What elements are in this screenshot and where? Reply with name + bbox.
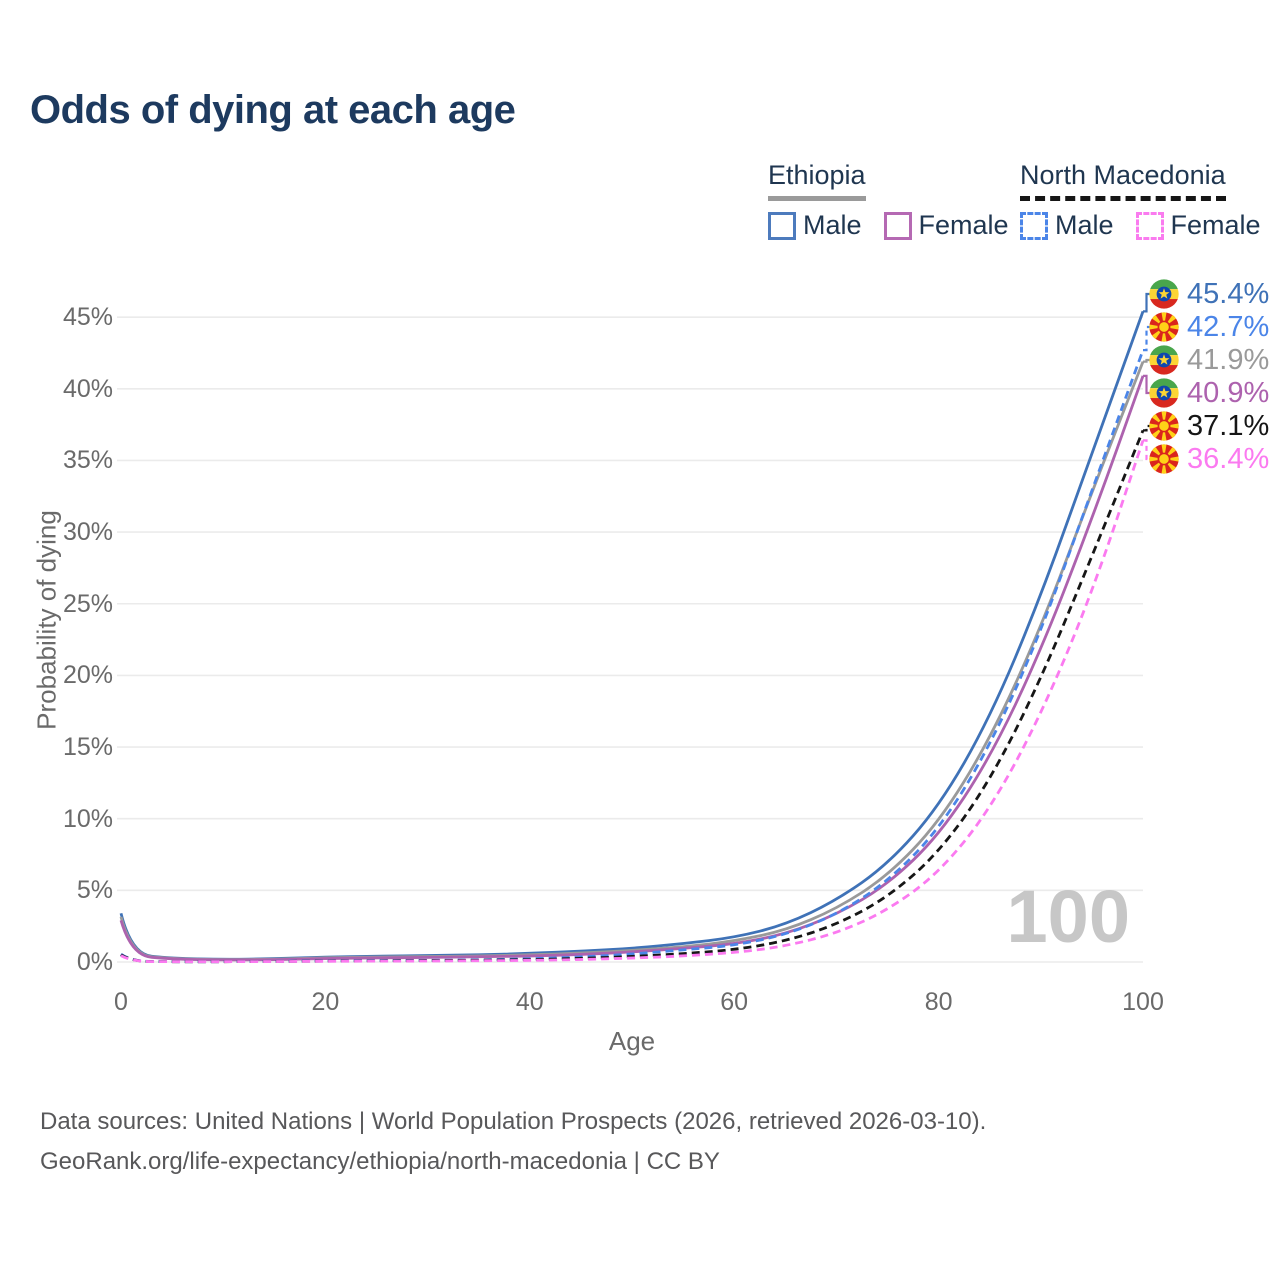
legend-swatch-icon (768, 211, 796, 240)
end-label-value: 40.9% (1187, 376, 1270, 409)
leader-line-ethiopia-male (1143, 292, 1150, 313)
x-tick-label: 20 (311, 988, 340, 1016)
x-tick-label: 0 (114, 988, 128, 1016)
legend-items-ethiopia: Male Female (768, 210, 1023, 241)
legend-item-label: Female (1170, 210, 1261, 240)
north-macedonia-flag-icon (1149, 444, 1179, 474)
legend-item-male[interactable]: Male (768, 210, 862, 241)
end-label-value: 45.4% (1187, 277, 1270, 310)
ethiopia-flag-icon (1149, 345, 1179, 375)
legend-item-label: Female (918, 210, 1009, 240)
legend-swatch-icon (1020, 211, 1048, 240)
series-line-ethiopia-both-sexes (119, 361, 1145, 961)
legend-items-north-macedonia: Male Female (1020, 210, 1275, 241)
end-label-value: 37.1% (1187, 409, 1270, 442)
ethiopia-flag-icon (1149, 378, 1179, 408)
series-line-ethiopia-male (119, 310, 1145, 961)
y-tick-label: 20% (62, 661, 113, 690)
legend-item-male[interactable]: Male (1020, 210, 1114, 241)
ethiopia-flag-icon (1149, 279, 1179, 309)
source-line-1: Data sources: United Nations | World Pop… (40, 1108, 987, 1135)
end-label-row-north-macedonia-female: 36.4% (1149, 443, 1269, 475)
north-macedonia-flag-icon (1149, 411, 1179, 441)
x-axis-title: Age (608, 1026, 656, 1056)
x-tick-label: 80 (924, 988, 953, 1016)
y-tick-label: 30% (62, 518, 113, 547)
legend-item-label: Male (1055, 210, 1114, 240)
y-tick-label: 15% (62, 733, 113, 762)
legend-group-north-macedonia: North Macedonia Male Female (1020, 160, 1275, 241)
x-tick-label: 100 (1122, 988, 1164, 1016)
y-tick-label: 35% (62, 446, 113, 475)
y-tick-label: 0% (76, 948, 113, 976)
y-tick-label: 5% (76, 876, 113, 905)
legend-item-female[interactable]: Female (1135, 210, 1261, 241)
leader-line-ethiopia-female (1143, 374, 1150, 395)
legend-swatch-icon (883, 211, 912, 240)
series-line-ethiopia-female (119, 375, 1145, 962)
end-label-row-ethiopia-female: 40.9% (1149, 377, 1269, 409)
legend-heading-north-macedonia: North Macedonia (1020, 160, 1226, 201)
y-tick-label: 45% (62, 303, 113, 332)
page-title: Odds of dying at each age (30, 88, 516, 132)
y-tick-label: 10% (62, 804, 113, 833)
hover-age-watermark: 100 (1006, 875, 1130, 958)
leader-line-north-macedonia-female (1143, 439, 1150, 461)
x-tick-label: 40 (515, 988, 544, 1016)
end-label-value: 41.9% (1187, 343, 1270, 376)
y-tick-label: 25% (62, 589, 113, 618)
x-tick-label: 60 (720, 988, 749, 1016)
legend-group-ethiopia: Ethiopia Male Female (768, 160, 1023, 241)
end-label-row-ethiopia-both-sexes: 41.9% (1149, 344, 1269, 376)
leader-line-north-macedonia-both-sexes (1143, 424, 1150, 432)
end-label-row-north-macedonia-male: 42.7% (1149, 311, 1269, 343)
end-label-row-ethiopia-male: 45.4% (1149, 278, 1269, 310)
series-line-north-macedonia-female (120, 439, 1145, 964)
legend-item-label: Male (803, 210, 862, 240)
legend-item-female[interactable]: Female (883, 210, 1009, 241)
series-line-north-macedonia-male (120, 349, 1145, 964)
end-label-value: 36.4% (1187, 442, 1270, 475)
source-line-2: GeoRank.org/life-expectancy/ethiopia/nor… (40, 1148, 720, 1175)
north-macedonia-flag-icon (1149, 312, 1179, 342)
legend-swatch-icon (1135, 211, 1164, 240)
y-tick-label: 40% (62, 374, 113, 403)
end-label-value: 42.7% (1187, 310, 1270, 343)
leader-line-ethiopia-both-sexes (1143, 358, 1150, 363)
end-label-row-north-macedonia-both-sexes: 37.1% (1149, 410, 1269, 442)
legend-heading-ethiopia: Ethiopia (768, 160, 866, 201)
leader-line-north-macedonia-male (1143, 325, 1150, 352)
